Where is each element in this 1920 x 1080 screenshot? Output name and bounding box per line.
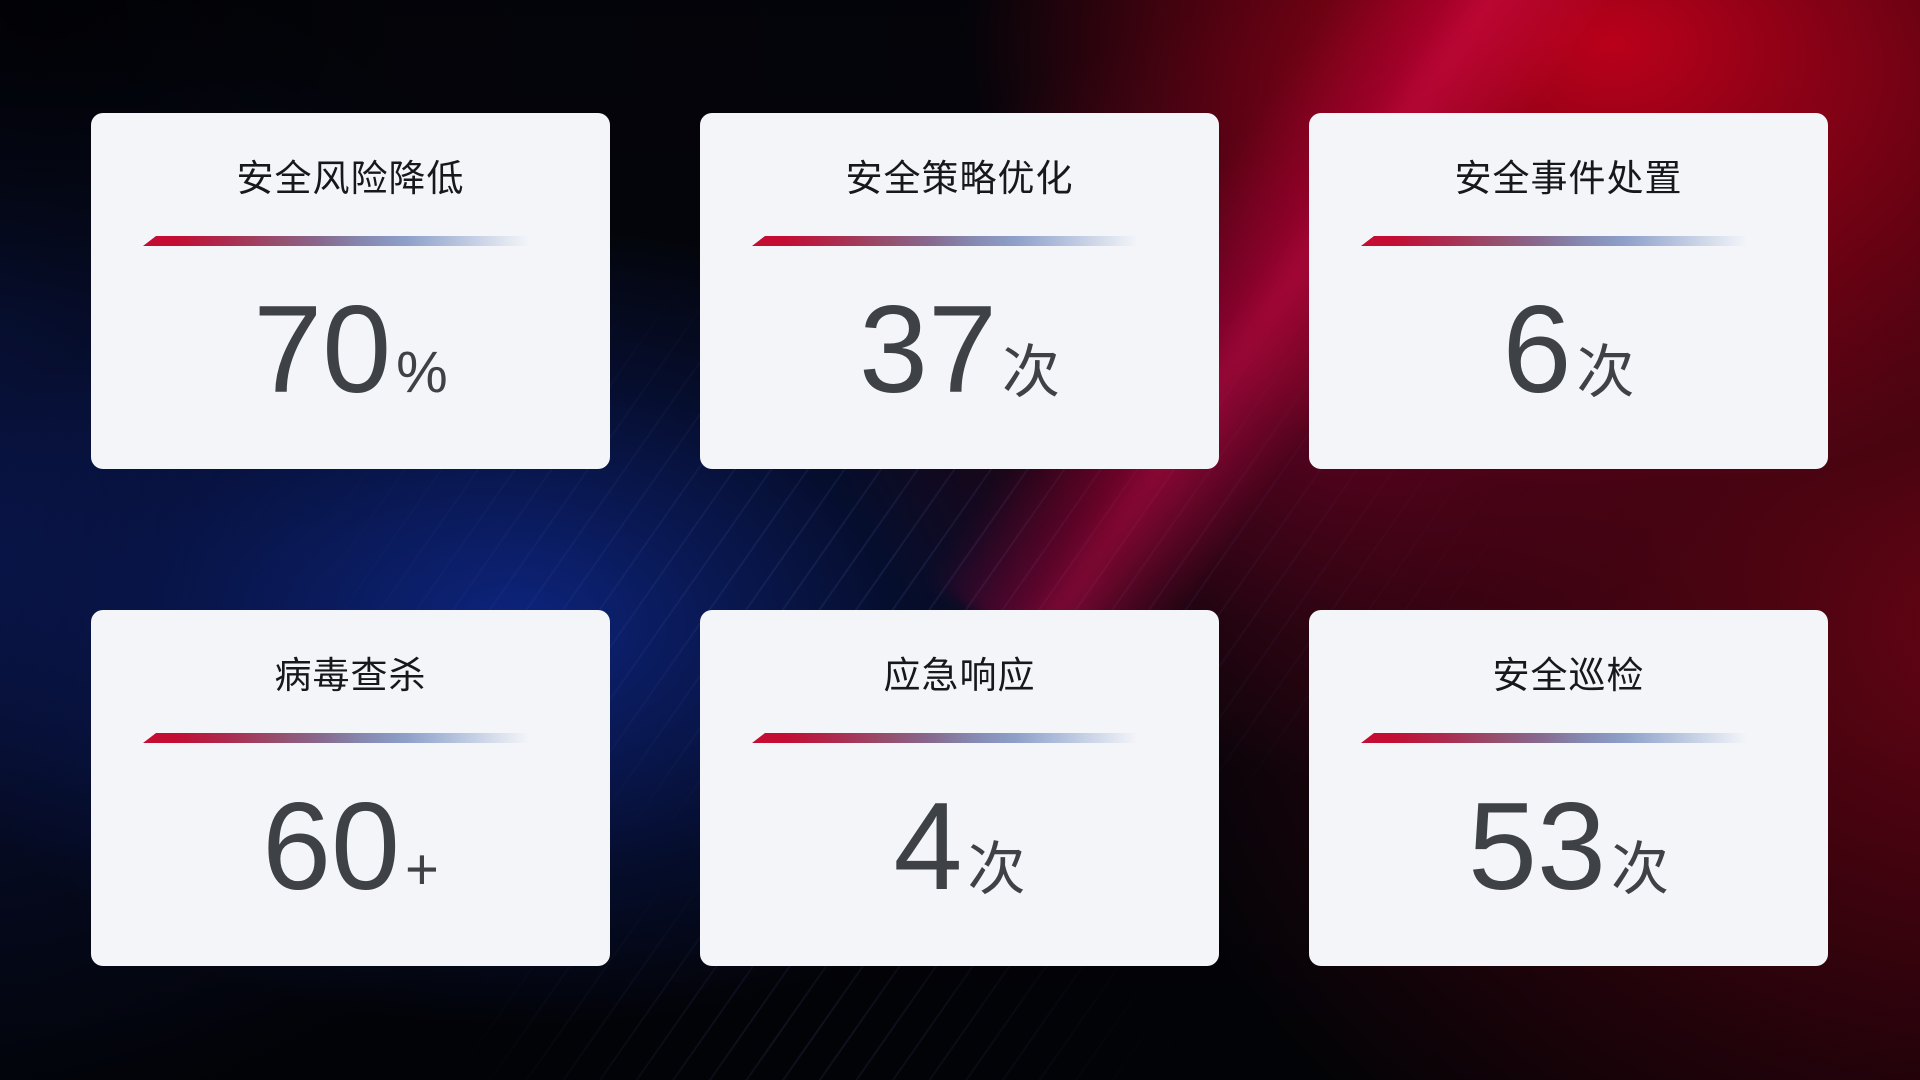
card-value: 60 xyxy=(262,778,401,916)
card-unit: 次 xyxy=(967,837,1026,902)
divider-line xyxy=(752,236,1167,246)
divider-line xyxy=(1361,236,1776,246)
card-unit: % xyxy=(396,340,448,405)
card-unit: 次 xyxy=(1001,340,1060,405)
card-value-row: 53 次 xyxy=(1309,785,1828,909)
card-value-row: 70 % xyxy=(91,288,610,412)
stat-card-grid: 安全风险降低 70 % 安全策略优化 37 次 安全事件处置 6 次 病毒查 xyxy=(91,113,1829,966)
card-unit: + xyxy=(405,837,439,902)
card-value: 37 xyxy=(859,281,997,419)
card-value-row: 60 + xyxy=(91,785,610,909)
divider-line xyxy=(143,733,558,743)
stat-card-policy-optimization: 安全策略优化 37 次 xyxy=(700,113,1219,469)
stat-card-risk-reduction: 安全风险降低 70 % xyxy=(91,113,610,469)
card-unit: 次 xyxy=(1610,837,1669,902)
stat-card-virus-scan: 病毒查杀 60 + xyxy=(91,610,610,966)
card-title: 应急响应 xyxy=(883,655,1036,696)
stat-card-emergency-response: 应急响应 4 次 xyxy=(700,610,1219,966)
card-title: 安全策略优化 xyxy=(845,158,1074,199)
card-unit: 次 xyxy=(1576,340,1635,405)
card-value: 6 xyxy=(1502,281,1572,419)
card-value: 4 xyxy=(893,778,963,916)
card-value-row: 6 次 xyxy=(1309,288,1828,412)
card-title: 安全巡检 xyxy=(1492,655,1645,696)
card-title: 安全风险降低 xyxy=(236,158,465,199)
card-title: 病毒查杀 xyxy=(274,655,427,696)
divider-line xyxy=(752,733,1167,743)
card-value: 70 xyxy=(253,281,392,419)
divider-line xyxy=(143,236,558,246)
card-value: 53 xyxy=(1468,778,1606,916)
card-value-row: 37 次 xyxy=(700,288,1219,412)
stat-card-incident-handling: 安全事件处置 6 次 xyxy=(1309,113,1828,469)
stat-card-security-inspection: 安全巡检 53 次 xyxy=(1309,610,1828,966)
divider-line xyxy=(1361,733,1776,743)
card-title: 安全事件处置 xyxy=(1454,158,1683,199)
card-value-row: 4 次 xyxy=(700,785,1219,909)
